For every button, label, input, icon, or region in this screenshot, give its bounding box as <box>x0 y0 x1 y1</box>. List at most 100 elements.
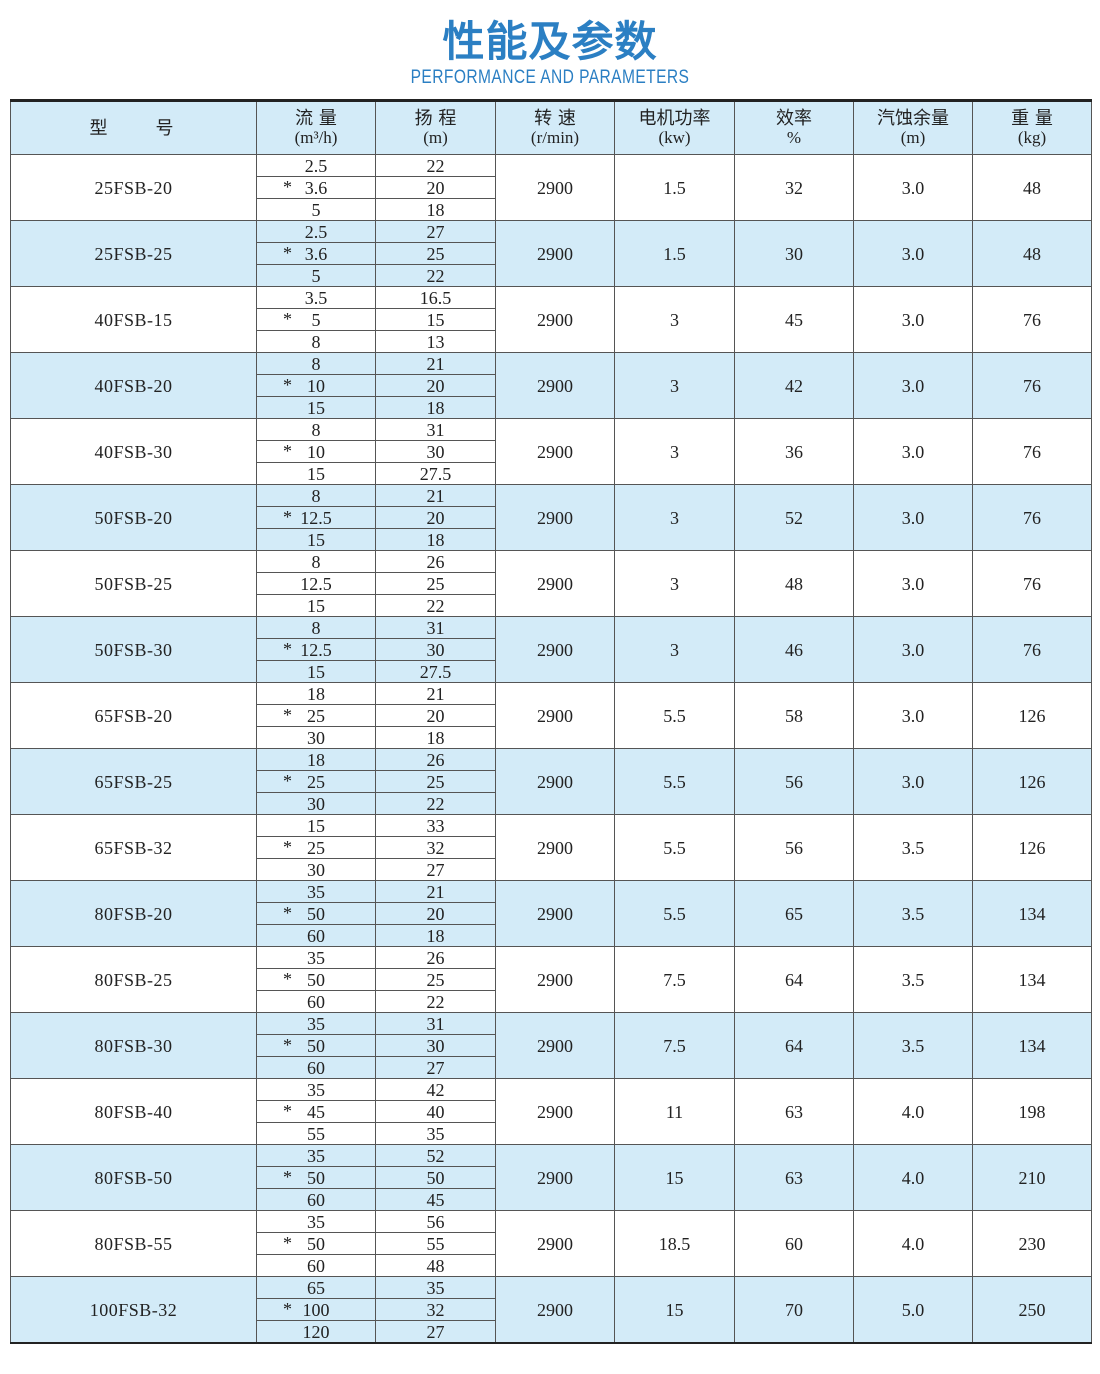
head-cell: 15 <box>375 308 496 331</box>
column-label: 扬 程 <box>414 108 457 129</box>
column-header: 型 号 <box>10 100 257 155</box>
speed-cell: 2900 <box>495 946 615 1013</box>
table-row: 30 18 <box>11 726 1092 749</box>
rated-point-mark: * <box>283 375 292 395</box>
eff-cell: 32 <box>734 154 854 221</box>
power-cell: 3 <box>614 550 735 617</box>
npsh-cell: 3.0 <box>853 154 973 221</box>
head-cell: 26 <box>375 748 496 771</box>
flow-value: 25 <box>307 837 325 858</box>
flow-value: 10 <box>307 375 325 396</box>
flow-cell: 35 <box>256 1144 376 1167</box>
flow-value: 60 <box>307 1255 325 1276</box>
table-row: 60 45 <box>11 1188 1092 1211</box>
head-cell: 55 <box>375 1232 496 1255</box>
table-row: 50FSB-20 8 21 2900 3 52 3.0 76 <box>10 484 1092 551</box>
head-cell: 27 <box>375 858 496 881</box>
speed-cell: 2900 <box>495 682 615 749</box>
flow-cell: * 25 <box>256 704 376 727</box>
head-cell: 31 <box>375 1012 496 1035</box>
flow-cell: 15 <box>256 660 376 683</box>
flow-cell: 65 <box>256 1276 376 1299</box>
head-cell: 30 <box>375 1034 496 1057</box>
eff-cell: 63 <box>734 1144 854 1211</box>
flow-cell: 15 <box>256 814 376 837</box>
npsh-cell: 3.0 <box>853 748 973 815</box>
flow-cell: 35 <box>256 1210 376 1233</box>
flow-cell: 5 <box>256 198 376 221</box>
flow-cell: 8 <box>256 484 376 507</box>
flow-value: 15 <box>307 529 325 550</box>
power-cell: 3 <box>614 616 735 683</box>
head-cell: 31 <box>375 418 496 441</box>
weight-cell: 126 <box>972 682 1092 749</box>
flow-cell: 35 <box>256 1012 376 1035</box>
eff-cell: 30 <box>734 220 854 287</box>
column-label: 汽蚀余量 <box>877 108 949 129</box>
rated-point-mark: * <box>283 177 292 197</box>
table-row: 80FSB-40 35 42 2900 11 63 4.0 198 <box>10 1078 1092 1145</box>
head-cell: 22 <box>375 792 496 815</box>
speed-cell: 2900 <box>495 880 615 947</box>
npsh-cell: 3.0 <box>853 286 973 353</box>
npsh-cell: 4.0 <box>853 1210 973 1277</box>
flow-value: 8 <box>311 485 321 506</box>
speed-cell: 2900 <box>495 220 615 287</box>
column-label: 重 量 <box>1011 108 1053 129</box>
npsh-cell: 3.5 <box>853 814 973 881</box>
head-cell: 21 <box>375 352 496 375</box>
table-row: * 50 30 <box>11 1034 1092 1057</box>
eff-cell: 36 <box>734 418 854 485</box>
table-row: 100FSB-32 65 35 2900 15 70 5.0 250 <box>10 1276 1092 1344</box>
flow-cell: * 50 <box>256 902 376 925</box>
flow-value: 25 <box>307 771 325 792</box>
head-cell: 27 <box>375 220 496 243</box>
column-label: 转 速 <box>534 108 576 129</box>
model-cell: 40FSB-15 <box>10 286 257 353</box>
eff-cell: 64 <box>734 1012 854 1079</box>
table-row: 65FSB-25 18 26 2900 5.5 56 3.0 126 <box>10 748 1092 815</box>
speed-cell: 2900 <box>495 154 615 221</box>
flow-cell: 8 <box>256 330 376 353</box>
head-cell: 25 <box>375 572 496 595</box>
rated-point-mark: * <box>283 243 292 263</box>
eff-cell: 56 <box>734 748 854 815</box>
eff-cell: 52 <box>734 484 854 551</box>
eff-cell: 60 <box>734 1210 854 1277</box>
flow-cell: 60 <box>256 1188 376 1211</box>
rated-point-mark: * <box>283 705 292 725</box>
flow-value: 18 <box>307 683 325 704</box>
flow-value: 120 <box>302 1321 330 1342</box>
flow-cell: 2.5 <box>256 220 376 243</box>
table-header-row: 型 号流 量 (m³/h) 扬 程 (m) 转 速 (r/min) 电机功率 (kw) 效率% 汽… <box>10 100 1092 155</box>
flow-value: 45 <box>307 1101 325 1122</box>
rated-point-mark: * <box>283 1167 292 1187</box>
flow-cell: 35 <box>256 946 376 969</box>
table-row: * 3.6 25 <box>11 242 1092 265</box>
table-row: * 12.5 30 <box>11 638 1092 661</box>
flow-value: 50 <box>307 903 325 924</box>
flow-cell: * 25 <box>256 770 376 793</box>
flow-value: 8 <box>311 331 321 352</box>
eff-cell: 42 <box>734 352 854 419</box>
head-cell: 32 <box>375 836 496 859</box>
weight-cell: 126 <box>972 748 1092 815</box>
weight-cell: 76 <box>972 286 1092 353</box>
column-unit: % <box>786 128 802 147</box>
column-label: 流 量 <box>295 108 337 129</box>
table-row: 40FSB-20 8 21 2900 3 42 3.0 76 <box>10 352 1092 419</box>
flow-value: 35 <box>307 1079 325 1100</box>
npsh-cell: 3.0 <box>853 550 973 617</box>
flow-value: 30 <box>307 727 325 748</box>
column-unit: (m) <box>900 128 926 147</box>
head-cell: 30 <box>375 638 496 661</box>
table-row: * 25 20 <box>11 704 1092 727</box>
head-cell: 26 <box>375 550 496 573</box>
model-cell: 50FSB-30 <box>10 616 257 683</box>
npsh-cell: 3.0 <box>853 484 973 551</box>
power-cell: 5.5 <box>614 880 735 947</box>
weight-cell: 250 <box>972 1276 1092 1344</box>
head-cell: 32 <box>375 1298 496 1321</box>
table-row: 50FSB-30 8 31 2900 3 46 3.0 76 <box>10 616 1092 683</box>
head-cell: 21 <box>375 880 496 903</box>
